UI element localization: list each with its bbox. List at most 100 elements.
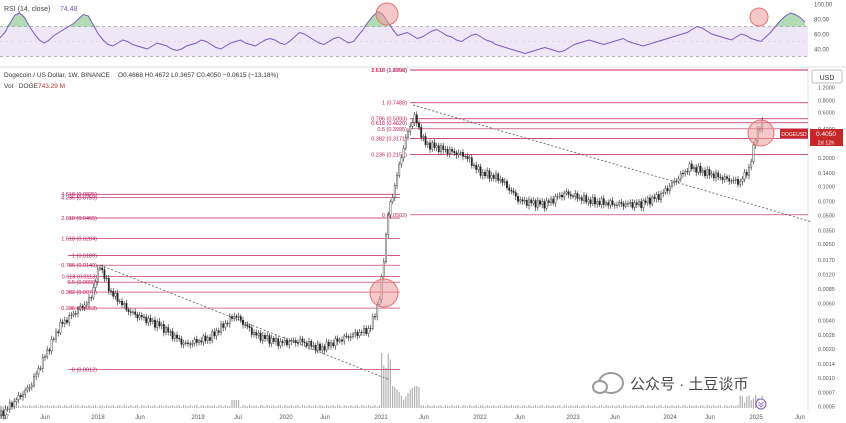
candle-body [118, 301, 121, 303]
volume-bar [660, 405, 662, 408]
candle-body [123, 303, 126, 306]
candle-body [495, 173, 497, 179]
candle-body [198, 340, 200, 343]
candle-body [750, 161, 753, 168]
fib-label: 4.618 (0.0825) [61, 192, 97, 198]
candle-body [336, 338, 339, 342]
candle-body [312, 345, 315, 347]
candle-body [112, 291, 115, 297]
candle-body [499, 178, 502, 181]
candle-body [129, 311, 132, 313]
volume-bar [708, 405, 710, 408]
volume-bar [669, 406, 671, 408]
volume-bar [438, 405, 440, 408]
candle-body [712, 173, 715, 179]
volume-bar [189, 405, 191, 408]
candle-body [413, 114, 416, 123]
candle-body [277, 338, 280, 347]
candle-body [187, 342, 189, 344]
candle-body [204, 335, 207, 342]
volume-bar [174, 406, 176, 408]
candle-body [561, 194, 563, 198]
volume-bar [719, 405, 721, 408]
volume-bar [156, 406, 158, 408]
candle-body [24, 389, 27, 395]
candle-body [468, 157, 471, 159]
volume-bar [678, 405, 680, 408]
volume-bar [290, 405, 292, 408]
volume-bar [57, 405, 59, 408]
price-tick-label: 1.2000 [818, 86, 835, 92]
volume-bar [645, 406, 647, 408]
volume-bar [601, 405, 603, 408]
volume-bar [218, 405, 220, 408]
candle-body [360, 332, 363, 334]
price-tick-label: 0.0350 [818, 228, 835, 234]
candle-body [393, 185, 396, 198]
candle-body [202, 335, 205, 343]
candle-body [708, 169, 711, 176]
price-tick-label: 0.0120 [818, 273, 835, 279]
price-tick-label: 0.0020 [818, 347, 835, 353]
volume-bar [79, 406, 81, 408]
candle-body [176, 334, 178, 339]
candle-body [66, 319, 68, 323]
candle-body [77, 308, 79, 314]
time-tick-label: Jun [795, 415, 805, 421]
candle-body [88, 297, 90, 304]
candle-body [173, 334, 176, 339]
candle-body [666, 188, 669, 192]
volume-bar [169, 405, 171, 408]
volume-bar [341, 406, 343, 408]
candle-body [154, 319, 156, 328]
candle-body [165, 327, 167, 333]
candle-body [224, 323, 227, 328]
candle-body [444, 148, 447, 150]
volume-bar [634, 405, 636, 408]
candle-body [508, 187, 511, 191]
volume-bar [739, 395, 741, 408]
scroll-to-realtime-icon[interactable] [755, 398, 767, 410]
volume-bar [119, 405, 121, 408]
volume-bar [392, 386, 394, 408]
candle-body [657, 194, 660, 200]
volume-bar [383, 365, 385, 408]
candle-body [387, 214, 390, 235]
volume-bar [136, 405, 138, 408]
candle-body [235, 316, 238, 318]
volume-bar [528, 405, 530, 408]
candle-body [121, 301, 123, 306]
candle-body [352, 333, 354, 337]
volume-bar [722, 406, 724, 408]
volume-bar [515, 405, 517, 408]
candle-body [435, 145, 438, 148]
volume-bar [125, 405, 127, 408]
volume-bar [81, 405, 83, 408]
candle-body [651, 196, 654, 205]
candle-body [343, 335, 346, 342]
volume-bar [755, 395, 757, 408]
fib-label: 0 (0.0012) [72, 368, 97, 374]
volume-bar [220, 405, 222, 408]
candle-body [424, 136, 427, 145]
volume-bar [684, 405, 686, 408]
volume-bar [561, 406, 563, 408]
watermark: 公众号 · 土豆谈币 [592, 372, 748, 394]
currency-button[interactable]: USD [811, 69, 843, 84]
volume-bar [491, 405, 493, 408]
candle-body [400, 157, 403, 165]
volume-bar [372, 405, 374, 408]
candle-body [688, 163, 691, 172]
volume-bar [625, 405, 627, 408]
fib-label: 2.618 (0.0465) [61, 216, 97, 222]
candle-body [497, 173, 500, 181]
price-tick-label: 0.0005 [818, 405, 835, 411]
candle-body [193, 339, 196, 344]
fib-label: 0.236 (0.0053) [61, 306, 97, 312]
volume-bar [640, 405, 642, 408]
volume-bar [59, 405, 61, 408]
volume-bar [744, 402, 746, 408]
candle-body [0, 410, 2, 416]
volume-bar [200, 405, 202, 408]
volume-bar [18, 405, 20, 408]
